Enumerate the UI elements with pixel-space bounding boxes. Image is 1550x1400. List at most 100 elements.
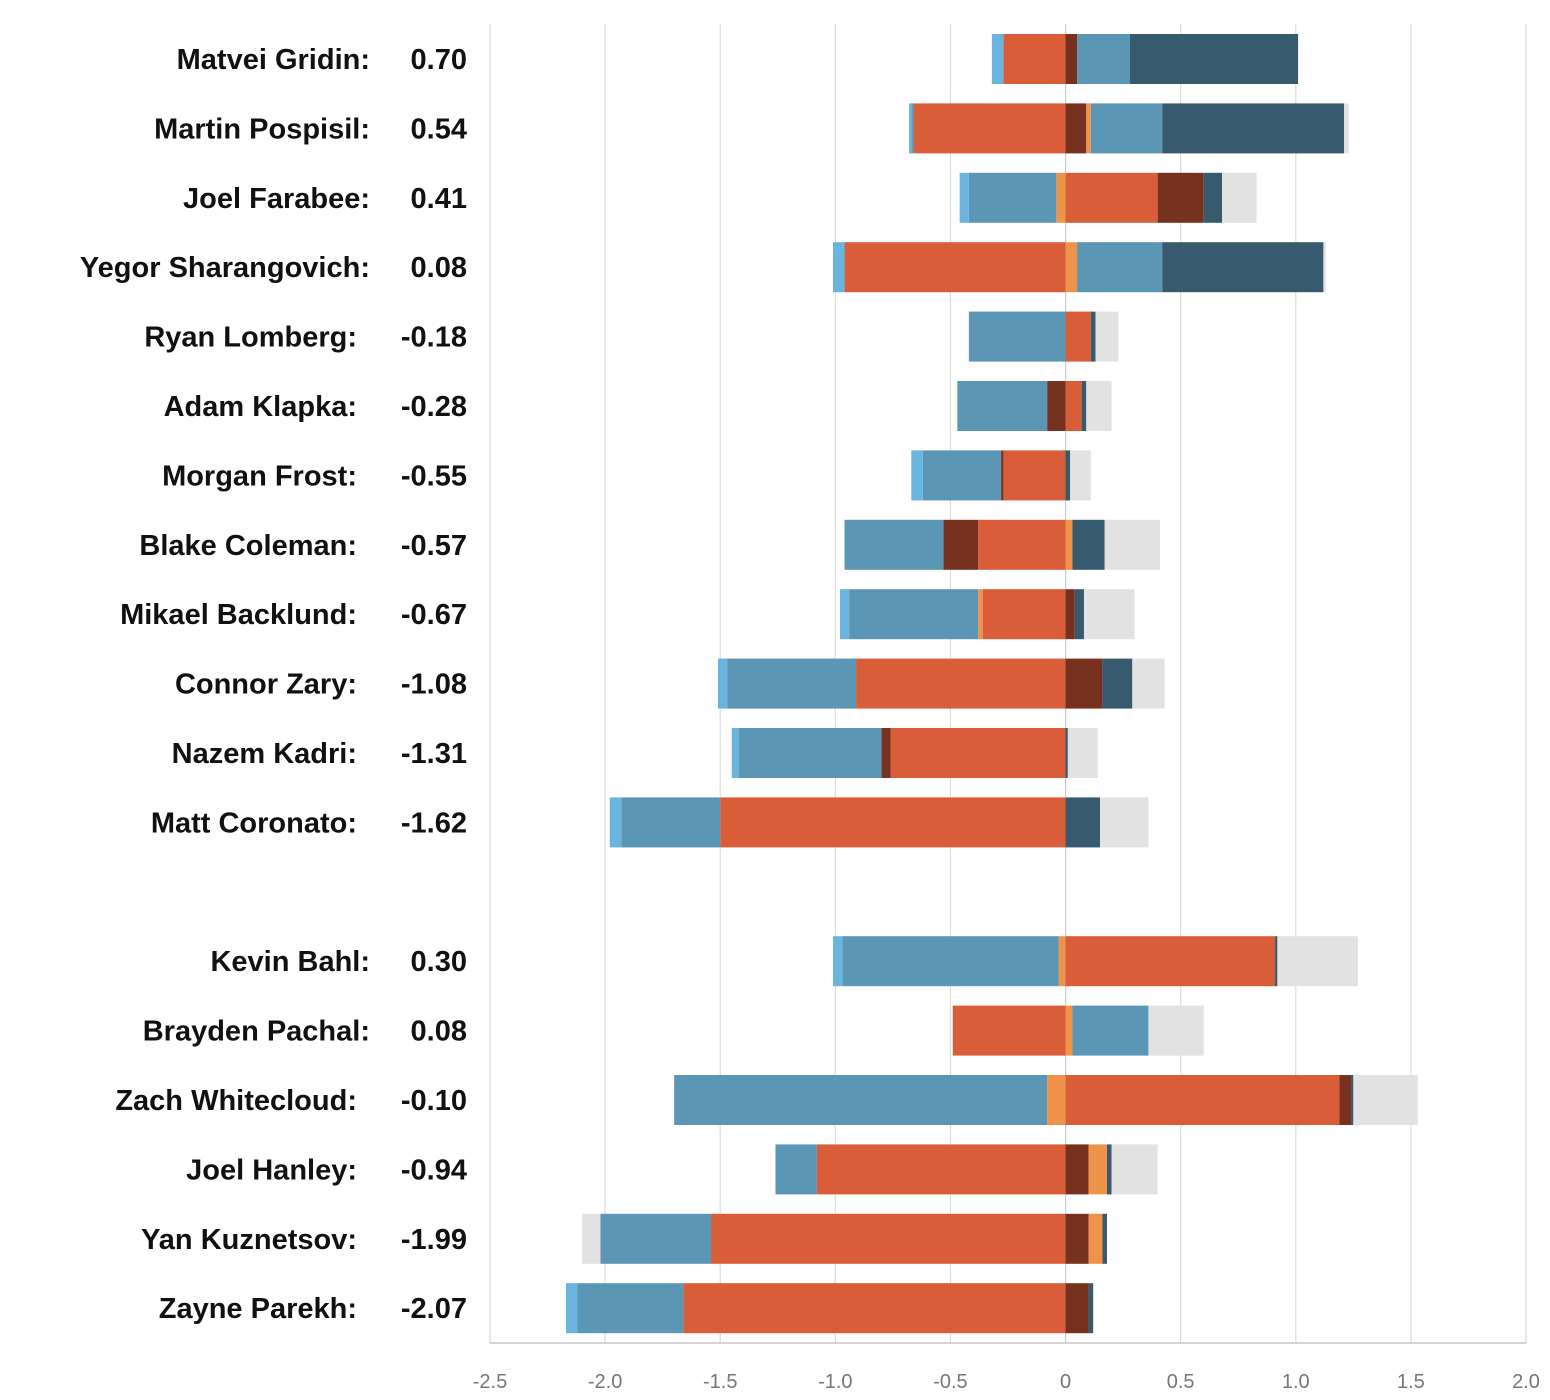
bar-segment-dark-slate [1090,311,1096,362]
bar-segment-dark-slate [1102,658,1133,709]
player-value: -0.94 [401,1154,467,1186]
bar-segment-steel-blue [600,1213,712,1264]
bar-segment-steel-blue [1077,242,1163,293]
player-value: -0.55 [401,460,467,492]
bar-segment-light-blue [731,728,739,778]
x-tick-label: 0 [1060,1371,1071,1393]
bar-segment-light-grey [1323,242,1326,293]
bar-segment-red-orange [1065,381,1082,431]
bar-segment-red-orange [720,797,1066,848]
bar-segment-light-grey [582,1213,601,1264]
bar-segment-light-grey [1086,381,1112,431]
bar-segment-red-orange [913,103,1066,154]
bar-segment-light-grey [1083,589,1135,640]
player-name: Nazem Kadri: [172,738,357,770]
bar-segment-steel-blue [968,311,1066,362]
bar-segment-dark-slate [1081,381,1087,431]
bar-segment-light-blue [909,103,912,154]
x-tick-label: -1.0 [818,1371,852,1393]
player-value: 0.41 [411,183,467,215]
bar-segment-steel-blue [1077,34,1131,84]
bar-segment-dark-slate [1088,1283,1094,1334]
bar-segment-light-blue [991,34,1004,84]
bar-segment-steel-blue [738,728,882,778]
bar-segment-light-blue [839,589,850,640]
bar-segment-orange [1058,936,1066,987]
bar-segment-brown [943,519,979,570]
bar-segment-steel-blue [968,172,1057,223]
player-value: -0.67 [401,599,467,631]
bar-segment-steel-blue [911,103,914,154]
player-value: 0.54 [411,113,467,145]
bar-segment-steel-blue [1072,1005,1149,1056]
player-name: Mikael Backlund: [120,599,357,631]
player-name: Matt Coronato: [151,807,357,839]
bar-segment-brown [1065,1213,1089,1264]
player-value: -0.57 [401,530,467,562]
bar-segment-dark-slate [1106,1144,1112,1195]
bar-segment-orange [1086,103,1091,154]
x-tick-label: 0.5 [1167,1371,1195,1393]
player-name: Zayne Parekh: [159,1293,357,1325]
player-value: -0.10 [401,1085,467,1117]
bar-segment-light-blue [565,1283,578,1334]
player-value: -1.31 [401,738,467,770]
bar-segment-steel-blue [849,589,979,640]
player-name: Yegor Sharangovich: [80,252,370,284]
bar-segment-red-orange [1065,172,1158,223]
player-name: Zach Whitecloud: [115,1085,357,1117]
x-tick-label: -0.5 [933,1371,967,1393]
player-name: Joel Farabee: [183,183,370,215]
bar-segment-orange [1065,519,1073,570]
player-value: -2.07 [401,1293,467,1325]
bar-segment-light-blue [833,936,843,987]
bar-segment-steel-blue [674,1075,1048,1125]
bar-segment-brown [1065,34,1078,84]
player-value: 0.30 [411,946,467,978]
bar-segment-dark-slate [1130,34,1299,84]
player-name: Connor Zary: [175,669,357,701]
bar-segment-red-orange [856,658,1066,709]
bar-segment-steel-blue [775,1144,817,1195]
bar-segment-red-orange [1003,34,1066,84]
x-tick-label: -2.5 [473,1371,507,1393]
player-value: 0.08 [411,252,467,284]
bar-segment-brown [1065,589,1075,640]
player-name: Matvei Gridin: [177,44,370,76]
bar-segment-brown [1339,1075,1352,1125]
bar-segment-light-grey [1111,1144,1158,1195]
bar-segment-dark-slate [1275,936,1278,987]
bar-segment-dark-slate [1065,728,1068,778]
bar-segment-orange [1088,1144,1107,1195]
x-tick-label: 2.0 [1512,1371,1540,1393]
bar-segment-red-orange [1065,1075,1340,1125]
player-value: -0.18 [401,322,467,354]
bar-segment-brown [1001,450,1004,501]
player-value: -1.62 [401,807,467,839]
bar-segment-dark-slate [1162,103,1345,154]
player-name: Morgan Frost: [162,460,357,492]
bar-segment-dark-slate [1162,242,1324,293]
bar-segment-brown [1157,172,1204,223]
bar-segment-red-orange [844,242,1066,293]
bar-segment-dark-slate [1065,797,1101,848]
bar-segment-light-grey [1104,519,1160,570]
bar-segment-red-orange [1065,936,1276,987]
player-value: 0.70 [411,44,467,76]
bar-segment-light-blue [911,450,923,501]
player-name: Blake Coleman: [139,530,357,562]
bar-segment-dark-slate [1203,172,1223,223]
bar-segment-orange [1065,1005,1073,1056]
bar-segment-steel-blue [922,450,1002,501]
x-tick-label: -1.5 [703,1371,737,1393]
player-value: -1.08 [401,669,467,701]
bar-segment-brown [881,728,891,778]
bar-segment-red-orange [982,589,1066,640]
row-labels: Matvei Gridin: 0.70 Martin Pospisil: 0.54 Jo… [80,44,467,1325]
bar-segment-light-blue [833,242,845,293]
bar-segment-orange [1065,242,1078,293]
bar-segment-brown [1047,381,1066,431]
bar-segment-dark-slate [1065,450,1071,501]
bar-segment-brown [1065,103,1087,154]
